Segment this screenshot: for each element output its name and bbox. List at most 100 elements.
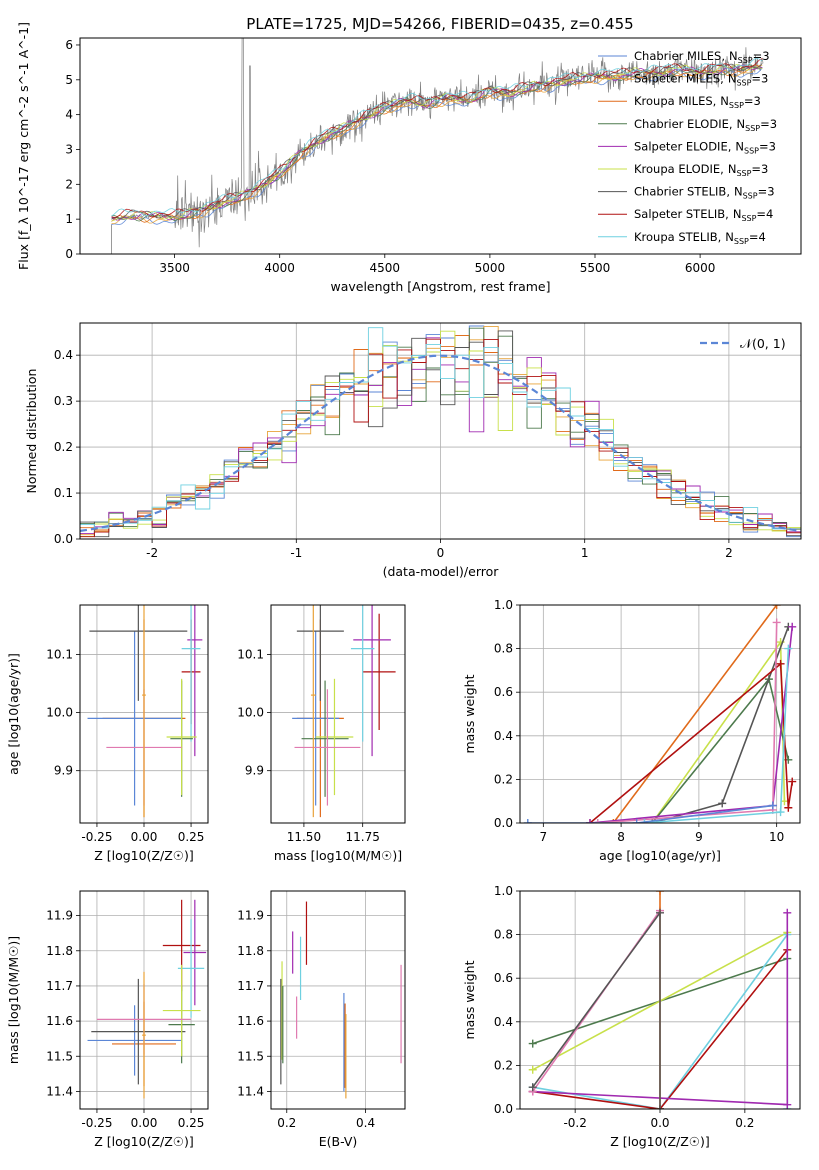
y-tick-label: 10.1 xyxy=(46,647,73,661)
data-point xyxy=(362,613,396,730)
x-tick-label: 0.0 xyxy=(650,1116,669,1130)
series-marker xyxy=(772,618,781,627)
x-tick-label: 0.2 xyxy=(277,1116,296,1130)
data-point xyxy=(142,605,146,818)
y-axis-label: Normed distribution xyxy=(24,369,39,494)
x-tick-label: 7 xyxy=(540,830,548,844)
nssp-value: =3 xyxy=(758,185,775,199)
x-tick-label: 1 xyxy=(581,546,589,560)
x-tick-label: -0.25 xyxy=(81,1116,112,1130)
series-marker xyxy=(784,803,793,812)
x-axis-label: E(B-V) xyxy=(319,1134,358,1149)
data-point xyxy=(294,689,361,806)
x-tick-label: -0.25 xyxy=(81,830,112,844)
legend-label: Salpeter MILES, xyxy=(634,72,724,86)
legend-entry: Salpeter STELIB, NSSP=4 xyxy=(634,207,773,223)
nssp-value: =3 xyxy=(759,139,776,153)
nssp-value: =3 xyxy=(751,162,768,176)
x-tick-label: 0.2 xyxy=(735,1116,754,1130)
histogram-chabrier-stelib xyxy=(80,330,801,538)
nssp-sub: SSP xyxy=(741,214,756,223)
y-tick-label: 6 xyxy=(65,38,73,52)
x-tick-label: 0.25 xyxy=(178,1116,205,1130)
nssp-prefix: N xyxy=(734,185,743,199)
x-axis-label: Z [log10(Z/Z☉)] xyxy=(94,848,194,863)
legend-label: Chabrier MILES, xyxy=(634,49,725,63)
y-tick-label: 11.8 xyxy=(237,944,264,958)
y-tick-label: 10.1 xyxy=(237,647,264,661)
nssp-value: =3 xyxy=(751,72,768,86)
x-tick-label: 4000 xyxy=(264,261,295,275)
x-tick-label: 0.4 xyxy=(356,1116,375,1130)
series-marker xyxy=(656,908,664,917)
y-tick-label: 11.6 xyxy=(46,1014,73,1028)
plot-area xyxy=(87,899,207,1099)
y-axis-label: mass [log10(M/M☉)] xyxy=(6,936,21,1064)
y-tick-label: 0.3 xyxy=(54,394,73,408)
x-tick-label: 11.50 xyxy=(287,830,321,844)
legend-entry: 𝒩(0, 1) xyxy=(740,336,786,351)
model-line-salpeter-stelib xyxy=(111,58,763,218)
nssp-value: =3 xyxy=(760,117,777,131)
panel-age_vs_mass: 11.50 11.75 9.9 10.0 10.1 mass [log10(M/M☉)] xyxy=(237,604,406,863)
x-axis-label: wavelength [Angstrom, rest frame] xyxy=(330,279,550,294)
series-marker xyxy=(528,1065,537,1074)
series-marker xyxy=(788,622,797,631)
series-marker xyxy=(776,808,785,817)
y-tick-label: 0.2 xyxy=(494,772,513,786)
series-line xyxy=(589,626,793,823)
nssp-prefix: N xyxy=(720,94,729,108)
legend-entry: Kroupa STELIB, NSSP=4 xyxy=(634,230,766,246)
data-point xyxy=(315,678,354,796)
x-tick-label: 5500 xyxy=(580,261,611,275)
series-marker xyxy=(718,799,727,808)
y-tick-label: 0.4 xyxy=(54,348,73,362)
x-tick-label: -0.2 xyxy=(563,1116,586,1130)
y-tick-label: 9.9 xyxy=(245,764,264,778)
plot-area xyxy=(280,901,402,1099)
series-line xyxy=(612,605,778,823)
y-axis-label: Flux [f_λ 10^-17 erg cm^-2 s^-1 A^-1] xyxy=(16,22,31,270)
model-line-chabrier-stelib xyxy=(111,63,763,220)
model-line-kroupa-elodie xyxy=(111,64,763,222)
legend-label: Salpeter STELIB, xyxy=(634,207,729,221)
data-point xyxy=(187,605,203,757)
y-tick-label: 0 xyxy=(65,247,73,261)
y-tick-label: 11.4 xyxy=(237,1084,264,1098)
nssp-sub: SSP xyxy=(738,56,753,65)
legend-label: Chabrier STELIB, xyxy=(634,185,730,199)
y-tick-label: 1.0 xyxy=(494,598,513,612)
panel-age_vs_Z: -0.25 0.00 0.25 9.9 10.0 10.1 Z [log10(Z/Z☉)] a… xyxy=(6,604,209,863)
x-axis-label: Z [log10(Z/Z☉)] xyxy=(94,1134,194,1149)
nssp-value: =3 xyxy=(744,94,761,108)
series-marker xyxy=(783,908,792,917)
y-tick-label: 0.4 xyxy=(494,729,513,743)
y-tick-label: 9.9 xyxy=(54,764,73,778)
y-tick-label: 0.4 xyxy=(494,1015,513,1029)
nssp-sub: SSP xyxy=(736,79,751,88)
plot-area xyxy=(523,605,797,823)
y-tick-label: 0.2 xyxy=(494,1058,513,1072)
series-marker xyxy=(776,659,785,668)
data-point xyxy=(310,605,316,818)
legend-entry: Chabrier ELODIE, NSSP=3 xyxy=(634,117,777,133)
axes-frame xyxy=(79,37,802,255)
y-tick-label: 11.5 xyxy=(46,1049,73,1063)
data-point xyxy=(162,964,201,1057)
series-marker xyxy=(768,801,777,810)
y-tick-label: 11.8 xyxy=(46,944,73,958)
plot-area xyxy=(111,38,764,254)
data-point xyxy=(301,680,349,797)
nssp-prefix: N xyxy=(737,117,746,131)
nssp-value: =3 xyxy=(753,49,770,63)
y-tick-label: 1.0 xyxy=(494,884,513,898)
y-tick-label: 0.6 xyxy=(494,971,513,985)
y-tick-label: 1 xyxy=(65,212,73,226)
series-marker xyxy=(593,819,602,823)
x-tick-label: 8 xyxy=(617,830,625,844)
y-tick-label: 11.7 xyxy=(237,979,264,993)
x-tick-label: 5000 xyxy=(475,261,506,275)
y-tick-label: 0.0 xyxy=(54,532,73,546)
nssp-value: =4 xyxy=(756,207,773,221)
